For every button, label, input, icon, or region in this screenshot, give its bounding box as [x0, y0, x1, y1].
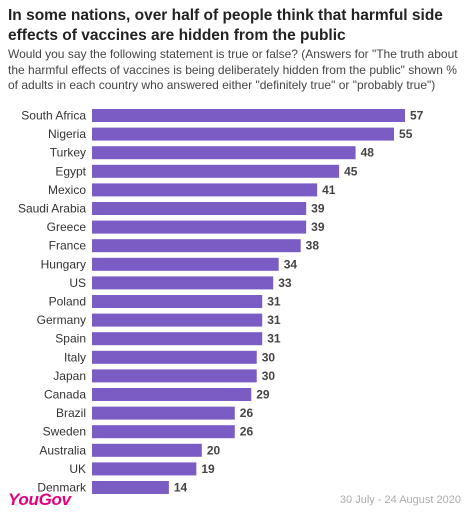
bar: [92, 350, 257, 364]
bar: [92, 276, 274, 290]
category-label: Sweden: [43, 425, 86, 439]
value-label: 26: [240, 406, 254, 420]
category-label: Italy: [64, 350, 86, 364]
value-label: 31: [267, 295, 281, 309]
category-label: Mexico: [48, 183, 86, 197]
category-label: Turkey: [50, 146, 86, 160]
value-label: 14: [174, 481, 188, 495]
value-label: 20: [207, 443, 221, 457]
bar: [92, 183, 318, 197]
value-label: 30: [262, 350, 276, 364]
category-label: Germany: [37, 313, 86, 327]
bar: [92, 295, 263, 308]
category-label: Brazil: [56, 406, 86, 420]
category-label: Denmark: [37, 481, 87, 495]
bar: [92, 239, 301, 253]
bar: [92, 313, 263, 327]
category-label: Greece: [47, 220, 87, 234]
value-label: 19: [201, 462, 215, 476]
category-label: Saudi Arabia: [18, 202, 86, 216]
category-label: South Africa: [21, 109, 86, 123]
survey-dates: 30 July - 24 August 2020: [339, 494, 461, 506]
bar: [92, 443, 202, 457]
value-label: 31: [267, 332, 281, 346]
category-label: Poland: [49, 295, 86, 309]
category-label: Canada: [44, 388, 86, 402]
value-label: 34: [284, 257, 298, 271]
bar: [92, 164, 340, 178]
bar: [92, 462, 197, 476]
value-label: 38: [306, 239, 320, 253]
bar: [92, 257, 279, 271]
category-label: UK: [69, 462, 86, 476]
bar: [92, 146, 356, 160]
bar: [92, 127, 395, 141]
bar: [92, 481, 169, 494]
category-label: Spain: [55, 332, 86, 346]
value-label: 29: [256, 388, 270, 402]
value-label: 26: [240, 425, 254, 439]
bar: [92, 332, 263, 346]
category-label: Australia: [39, 443, 86, 457]
bar: [92, 220, 307, 234]
value-label: 41: [322, 183, 336, 197]
bar: [92, 406, 235, 420]
category-label: US: [69, 276, 86, 290]
chart-subtitle: Would you say the following statement is…: [8, 47, 458, 92]
value-label: 31: [267, 313, 281, 327]
yougov-logo: YouGov: [8, 490, 71, 509]
category-label: Egypt: [55, 164, 86, 178]
bar: [92, 388, 252, 401]
category-label: Nigeria: [48, 127, 86, 141]
category-label: Hungary: [41, 257, 86, 271]
bar: [92, 369, 257, 383]
value-label: 45: [344, 164, 358, 178]
value-label: 57: [410, 109, 424, 123]
bar: [92, 202, 307, 215]
value-label: 55: [399, 127, 413, 141]
value-label: 39: [311, 202, 325, 216]
value-label: 33: [278, 276, 292, 290]
value-label: 39: [311, 220, 325, 234]
bar: [92, 109, 405, 122]
chart-title: In some nations, over half of people thi…: [8, 7, 443, 44]
category-label: Japan: [53, 369, 86, 383]
value-label: 30: [262, 369, 276, 383]
value-label: 48: [361, 146, 375, 160]
category-label: France: [49, 239, 87, 253]
bar: [92, 425, 235, 439]
